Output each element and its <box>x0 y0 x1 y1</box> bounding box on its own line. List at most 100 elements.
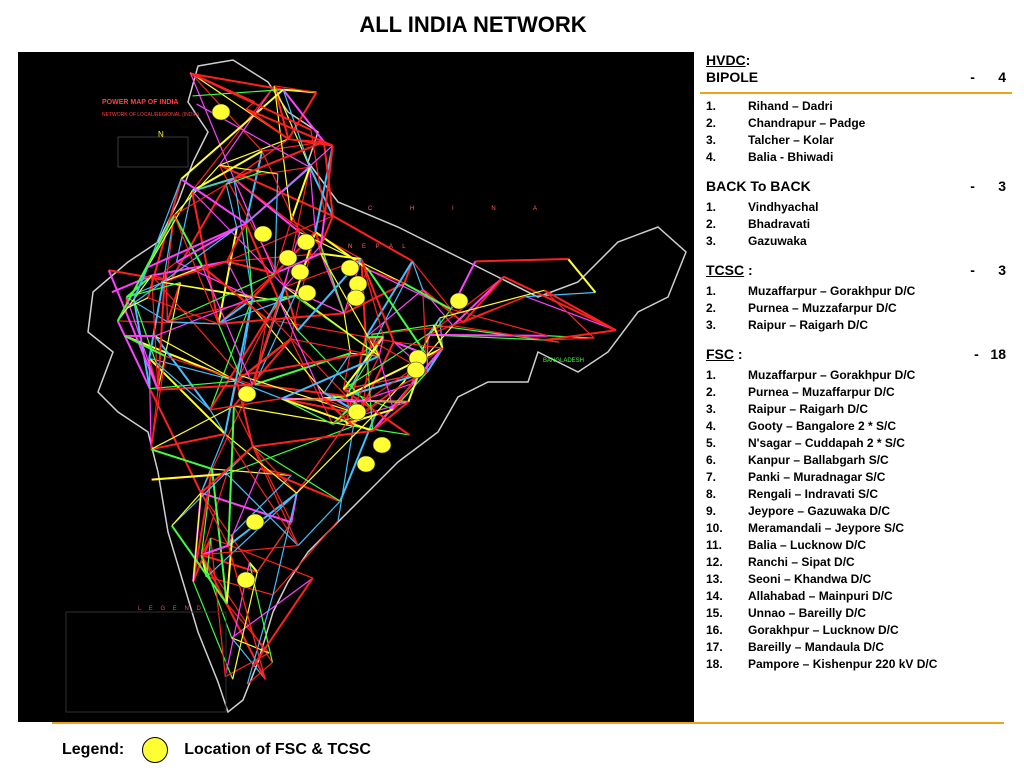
transmission-line <box>393 341 443 349</box>
transmission-line <box>210 537 226 677</box>
list-item: 3. Talcher – Kolar <box>706 132 1006 149</box>
transmission-line <box>173 214 204 268</box>
map-label-china: C H I N A <box>368 206 555 212</box>
transmission-line <box>146 190 193 268</box>
transmission-line <box>297 329 377 414</box>
section-hvdc: HVDC: BIPOLE - 4 1. Rihand – Dadri 2. Chan… <box>700 52 1012 166</box>
transmission-line <box>171 525 228 605</box>
transmission-line <box>319 214 326 246</box>
transmission-line <box>290 338 334 425</box>
transmission-line <box>253 319 268 385</box>
transmission-line <box>201 266 253 385</box>
transmission-line <box>225 184 238 229</box>
item-text: Kanpur – Ballabgarh S/C <box>748 453 889 467</box>
transmission-line <box>428 333 548 337</box>
transmission-line <box>217 301 249 325</box>
transmission-line <box>201 544 229 556</box>
section-heading: BACK To BACK - 3 <box>706 178 1006 195</box>
list-item: 12. Ranchi – Sipat D/C <box>706 554 1006 571</box>
transmission-line <box>251 577 314 668</box>
transmission-line <box>156 270 167 390</box>
transmission-line <box>274 252 322 275</box>
fsc-tcsc-marker <box>449 292 469 310</box>
transmission-line <box>206 537 212 577</box>
transmission-line <box>116 214 176 322</box>
transmission-line <box>233 140 325 180</box>
transmission-line <box>154 335 211 411</box>
item-text: Allahabad – Mainpuri D/C <box>748 589 893 603</box>
transmission-line <box>192 468 214 582</box>
transmission-line <box>218 85 275 166</box>
fsc-tcsc-marker <box>290 263 310 281</box>
transmission-line <box>260 467 292 477</box>
transmission-line <box>150 448 213 470</box>
transmission-line <box>503 275 617 332</box>
transmission-line <box>191 150 263 192</box>
transmission-line <box>281 398 409 403</box>
map-label-bangladesh: BANGLADESH <box>543 358 584 364</box>
heading-count: - 3 <box>970 178 1006 194</box>
transmission-line <box>343 328 436 390</box>
heading-count: - 3 <box>970 262 1006 278</box>
item-number: 1. <box>706 99 717 113</box>
transmission-line <box>378 356 394 410</box>
transmission-line <box>463 296 526 324</box>
map-inset-legend-box <box>65 611 227 713</box>
map-label-nepal: N E P A L <box>348 244 410 250</box>
transmission-line <box>355 383 413 404</box>
transmission-line <box>274 85 317 94</box>
transmission-line <box>192 492 202 582</box>
heading-suffix: : <box>734 346 743 362</box>
transmission-line <box>226 215 334 263</box>
transmission-line <box>435 276 505 330</box>
transmission-line <box>176 227 238 263</box>
item-number: 1. <box>706 200 717 214</box>
fsc-tcsc-marker <box>356 455 376 473</box>
transmission-line <box>274 173 279 274</box>
transmission-line <box>226 261 249 303</box>
section-heading: FSC : - 18 <box>706 346 1006 363</box>
transmission-line <box>180 178 247 225</box>
item-number: 3. <box>706 318 717 332</box>
transmission-line <box>345 283 405 397</box>
list-item: 1. Rihand – Dadri <box>706 98 1006 115</box>
transmission-line <box>201 265 268 320</box>
transmission-line <box>282 89 311 168</box>
transmission-line <box>252 429 373 448</box>
transmission-line <box>422 288 464 324</box>
transmission-line <box>233 178 276 274</box>
transmission-line <box>233 178 254 298</box>
transmission-line <box>450 308 548 337</box>
item-text: Unnao – Bareilly D/C <box>748 606 867 620</box>
transmission-line <box>219 138 289 166</box>
transmission-line <box>236 380 282 400</box>
list-item: 14. Allahabad – Mainpuri D/C <box>706 588 1006 605</box>
transmission-line <box>175 191 193 263</box>
transmission-line <box>226 253 321 263</box>
transmission-line <box>165 280 168 322</box>
transmission-line <box>149 380 237 390</box>
list-item: 3. Raipur – Raigarh D/C <box>706 317 1006 334</box>
fsc-list: 1. Muzaffarpur – Gorakhpur D/C 2. Purnea – … <box>706 367 1006 673</box>
transmission-line <box>108 269 167 282</box>
item-number: 2. <box>706 116 717 130</box>
transmission-line <box>167 272 276 323</box>
fsc-tcsc-marker <box>253 225 273 243</box>
item-number: 1. <box>706 284 717 298</box>
heading-count: - 18 <box>974 346 1006 362</box>
network-summary-panel: HVDC: BIPOLE - 4 1. Rihand – Dadri 2. Chan… <box>700 52 1012 685</box>
item-number: 7. <box>706 470 717 484</box>
transmission-line <box>320 245 345 314</box>
transmission-line <box>154 297 253 337</box>
item-number: 18. <box>706 657 723 671</box>
transmission-line <box>209 398 282 411</box>
transmission-line <box>148 357 226 435</box>
transmission-line <box>244 223 281 302</box>
item-text: Jeypore – Gazuwaka D/C <box>748 504 891 518</box>
item-number: 15. <box>706 606 723 620</box>
transmission-line <box>360 258 385 337</box>
transmission-line <box>332 215 413 262</box>
transmission-line <box>125 296 159 390</box>
legend: Legend: Location of FSC & TCSC <box>62 736 371 764</box>
bipole-label: BIPOLE <box>706 69 759 85</box>
